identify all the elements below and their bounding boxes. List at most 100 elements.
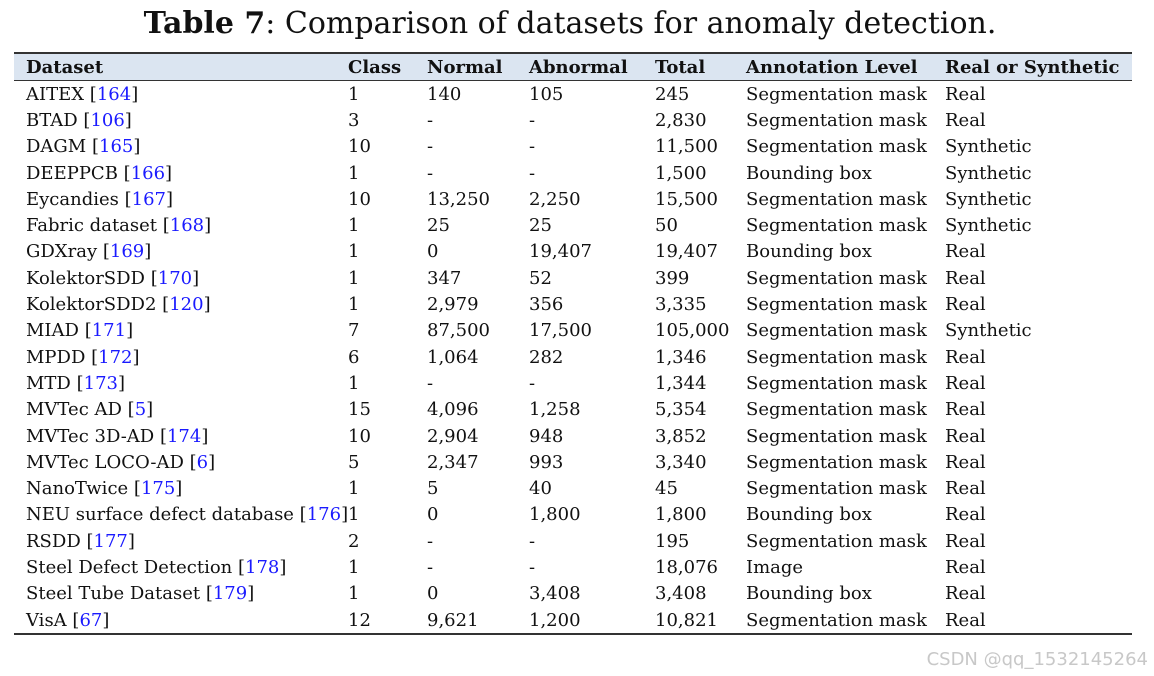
real-or-synthetic-cell: Real [945,556,986,578]
total-cell: 3,335 [655,294,707,316]
real-or-synthetic-cell: Synthetic [945,320,1032,342]
citation-link[interactable]: 6 [196,451,209,473]
normal-cell: - [427,136,434,158]
class-cell: 1 [348,583,360,605]
annotation-level-cell: Segmentation mask [746,188,927,210]
dataset-cell: NanoTwice [175] [26,478,183,500]
citation-link[interactable]: 165 [99,136,134,158]
total-cell: 19,407 [655,241,718,263]
dataset-name: MVTec LOCO-AD [26,451,184,473]
annotation-level-cell: Segmentation mask [746,83,927,105]
total-cell: 1,500 [655,162,707,184]
abnormal-cell: 3,408 [529,583,581,605]
citation-link[interactable]: 175 [140,478,176,500]
abnormal-cell: 282 [529,346,564,368]
real-or-synthetic-cell: Real [945,451,986,473]
citation-link[interactable]: 173 [83,372,118,394]
dataset-cell: MIAD [171] [26,320,134,342]
dataset-name: NEU surface defect database [26,504,294,526]
real-or-synthetic-cell: Synthetic [945,188,1032,210]
annotation-level-cell: Segmentation mask [746,478,927,500]
annotation-level-cell: Segmentation mask [746,267,927,289]
normal-cell: 1,064 [427,346,479,368]
real-or-synthetic-cell: Real [945,399,986,421]
class-cell: 12 [336,606,415,636]
annotation-level-cell: Segmentation mask [746,109,927,131]
real-or-synthetic-cell: Real [945,346,986,368]
normal-cell: - [427,372,434,394]
citation-link[interactable]: 168 [169,215,205,237]
normal-cell: - [427,109,434,131]
citation-link[interactable]: 169 [109,241,145,263]
dataset-name: KolektorSDD [26,267,145,289]
table-row: DEEPPCB [166] 1 - - 1,500 Bounding box Synthet… [14,160,1132,186]
citation-link[interactable]: 67 [79,609,103,631]
class-cell: 10 [348,425,371,447]
normal-cell: 2,904 [427,425,479,447]
normal-cell: 2,347 [427,451,479,473]
real-or-synthetic-cell: Real [945,372,986,394]
annotation-level-cell: Segmentation mask [746,425,927,447]
class-cell: 1 [348,556,360,578]
class-cell: 1 [348,267,360,289]
header-normal: Normal [415,52,517,81]
annotation-level-cell: Segmentation mask [734,606,933,636]
dataset-cell: MVTec AD [5] [26,399,154,421]
annotation-level-cell: Bounding box [746,241,872,263]
real-or-synthetic-cell: Real [945,530,986,552]
dataset-name: MIAD [26,320,79,342]
total-cell: 3,852 [655,425,707,447]
dataset-name: NanoTwice [26,478,129,500]
citation-link[interactable]: 172 [98,346,133,368]
table-row: BTAD [106] 3 - - 2,830 Segmentation mask Real [14,107,1132,133]
total-cell: 1,800 [655,504,707,526]
citation-link[interactable]: 174 [166,425,202,447]
class-cell: 7 [348,320,360,342]
dataset-cell: MVTec LOCO-AD [6] [26,451,216,473]
normal-cell: 2,979 [427,294,479,316]
dataset-cell: Eycandies [167] [26,188,174,210]
normal-cell: 13,250 [427,188,490,210]
abnormal-cell: - [529,136,536,158]
annotation-level-cell: Image [746,556,804,578]
annotation-level-cell: Segmentation mask [746,294,927,316]
normal-cell: - [427,530,434,552]
citation-link[interactable]: 176 [306,504,342,526]
dataset-cell: NEU surface defect database [176] [26,504,349,526]
header-real-or-synthetic: Real or Synthetic [933,52,1132,81]
citation-link[interactable]: 164 [96,83,132,105]
real-or-synthetic-cell: Real [945,83,986,105]
dataset-name: Steel Defect Detection [26,556,233,578]
total-cell: 1,346 [655,346,707,368]
annotation-level-cell: Segmentation mask [746,346,927,368]
citation-link[interactable]: 5 [134,399,147,421]
citation-link[interactable]: 167 [131,188,166,210]
table-row: MIAD [171] 7 87,500 17,500 105,000 Segmentati… [14,318,1132,344]
citation-link[interactable]: 178 [245,556,280,578]
citation-link[interactable]: 171 [91,320,127,342]
dataset-name: MVTec 3D-AD [26,425,155,447]
dataset-cell: Steel Tube Dataset [179] [26,583,255,605]
dataset-cell: MPDD [172] [26,346,140,368]
citation-link[interactable]: 179 [212,583,248,605]
class-cell: 6 [348,346,360,368]
citation-link[interactable]: 166 [130,162,166,184]
dataset-name: DAGM [26,136,87,158]
table-body: AITEX [164] 1 140 105 245 Segmentation mask Re… [14,81,1132,636]
table-row: KolektorSDD [170] 1 347 52 399 Segmentation m… [14,265,1132,291]
class-cell: 3 [348,109,360,131]
abnormal-cell: 25 [529,215,552,237]
dataset-name: VisA [26,609,67,631]
citation-link[interactable]: 106 [90,109,125,131]
class-cell: 1 [348,372,360,394]
annotation-level-cell: Bounding box [746,583,872,605]
dataset-name: GDXray [26,241,98,263]
datasets-table: Dataset Class Normal Abnormal Total Anno… [14,52,1132,636]
normal-cell: 0 [427,504,439,526]
citation-link[interactable]: 177 [93,530,128,552]
total-cell: 10,821 [643,606,734,636]
table-row: RSDD [177] 2 - - 195 Segmentation mask Real [14,528,1132,554]
citation-link[interactable]: 170 [157,267,193,289]
abnormal-cell: 948 [529,425,564,447]
citation-link[interactable]: 120 [169,294,204,316]
